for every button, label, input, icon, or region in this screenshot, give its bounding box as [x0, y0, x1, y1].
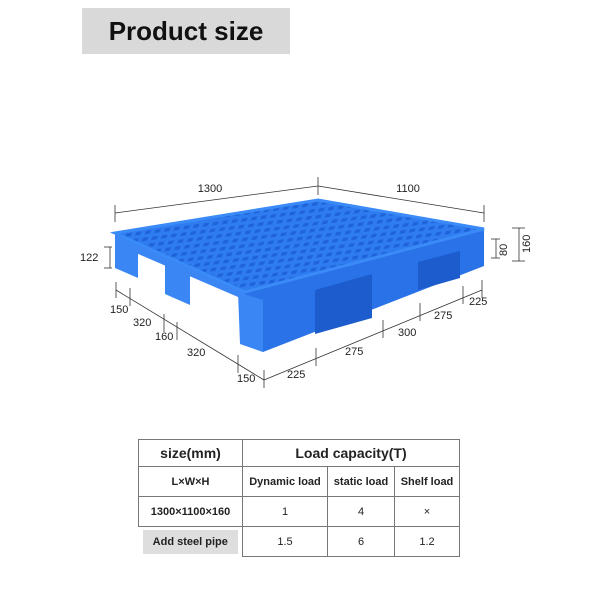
- load-header: Load capacity(T): [242, 439, 460, 467]
- pallet-left-face: [115, 233, 245, 300]
- dimension-lines: [104, 177, 525, 388]
- col-static: static load: [327, 466, 395, 497]
- pallet-leg-3: [238, 292, 263, 352]
- row-label: 1300×1100×160: [138, 496, 243, 527]
- left-seg-1: 150: [110, 304, 128, 316]
- front-seg-4: 275: [434, 310, 452, 322]
- load-capacity-table: size(mm) Load capacity(T) L×W×H Dynamic …: [138, 439, 460, 557]
- pallet-leg-2: [165, 262, 190, 305]
- cell: 1.2: [394, 526, 460, 557]
- front-seg-2: 275: [345, 346, 363, 358]
- cell: 4: [327, 496, 395, 527]
- cell: 1.5: [242, 526, 328, 557]
- front-seg-1: 225: [287, 369, 305, 381]
- length-label: 1300: [198, 183, 222, 195]
- page-title: Product size: [82, 8, 290, 54]
- left-seg-4: 320: [187, 347, 205, 359]
- front-seg-5: 225: [469, 296, 487, 308]
- cell: 1: [242, 496, 328, 527]
- cell: ×: [394, 496, 460, 527]
- pallet-right-opening-1: [315, 274, 372, 334]
- row-label: Add steel pipe: [142, 529, 238, 554]
- deck-height-label: 80: [498, 244, 510, 256]
- col-shelf: Shelf load: [394, 466, 460, 497]
- pallet-leg-1: [115, 240, 138, 278]
- left-height-label: 122: [80, 252, 98, 264]
- size-header: size(mm): [138, 439, 243, 467]
- cell: 6: [327, 526, 395, 557]
- pallet-top-deck: [109, 198, 485, 294]
- left-seg-3: 160: [155, 331, 173, 343]
- width-label: 1100: [396, 183, 420, 195]
- table-row: 1300×1100×160 1 4 ×: [138, 496, 460, 527]
- total-height-label: 160: [521, 235, 533, 253]
- left-seg-2: 320: [133, 317, 151, 329]
- front-seg-3: 300: [398, 327, 416, 339]
- table-row: Add steel pipe 1.5 6 1.2: [139, 526, 460, 557]
- dim-label: L×W×H: [138, 466, 243, 497]
- left-seg-5: 150: [237, 373, 255, 385]
- col-dynamic: Dynamic load: [242, 466, 328, 497]
- pallet-right-opening-2: [418, 251, 460, 290]
